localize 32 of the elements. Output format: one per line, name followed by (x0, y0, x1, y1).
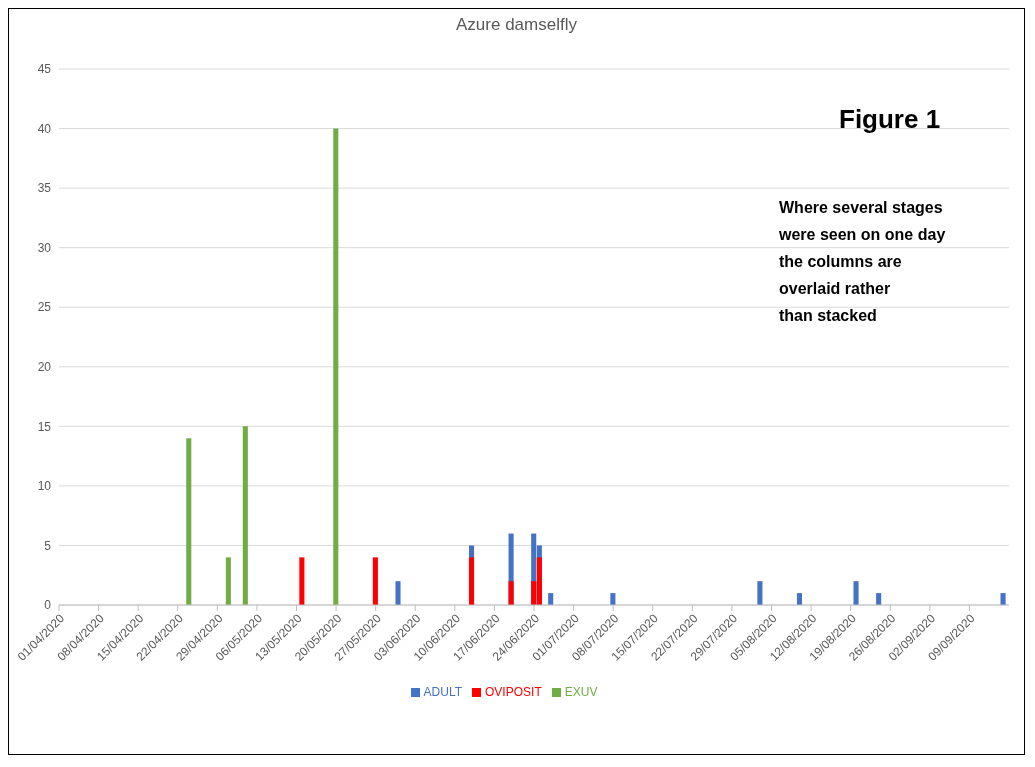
y-tick-label: 45 (37, 62, 52, 77)
chart-title: Azure damselfly (455, 15, 578, 35)
legend-label: ADULT (423, 685, 463, 699)
bar (186, 438, 192, 605)
y-tick-label: 35 (37, 181, 52, 196)
bar (757, 581, 763, 605)
y-tick-label: 30 (37, 240, 52, 255)
annotation: Where several stages were seen on one day the columns are overlaid rather than stacked (779, 198, 946, 326)
y-tick-label: 20 (37, 360, 52, 375)
y-tick-label: 40 (37, 121, 52, 136)
annotation: Figure 1 (839, 104, 941, 135)
y-tick-label: 15 (37, 419, 52, 434)
y-tick-label: 5 (44, 538, 52, 553)
bar (1000, 593, 1006, 605)
bar (242, 426, 248, 605)
bar (548, 593, 554, 605)
bar (508, 581, 514, 605)
y-tick-label: 0 (44, 598, 52, 613)
y-tick-label: 10 (37, 479, 52, 494)
bar (876, 593, 882, 605)
bar (372, 557, 378, 605)
bar (225, 557, 231, 605)
bar (796, 593, 803, 605)
bar (853, 581, 859, 605)
bar (610, 593, 616, 605)
bar (468, 557, 475, 605)
bar (395, 581, 401, 605)
bar (333, 128, 339, 605)
bar (299, 557, 305, 605)
legend-label: OVIPOSIT (485, 685, 542, 699)
legend-label: EXUV (564, 685, 598, 699)
y-tick-label: 25 (37, 300, 52, 315)
